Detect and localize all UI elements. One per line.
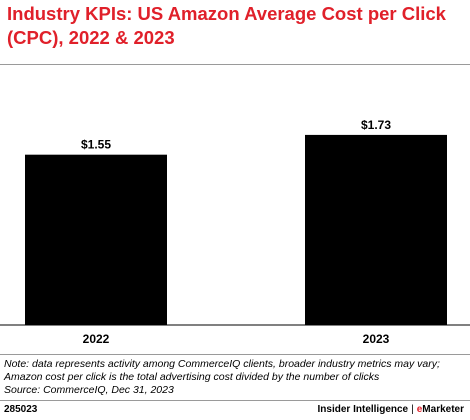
- brand-credit: Insider Intelligence | eMarketer: [318, 404, 464, 415]
- bar-2023: [305, 134, 447, 325]
- x-tick-label-2023: 2023: [363, 332, 390, 346]
- value-label-2023: $1.73: [361, 118, 391, 132]
- x-tick-label-2022: 2022: [83, 332, 110, 346]
- note-text: Note: data represents activity among Com…: [4, 358, 440, 383]
- title-divider: [0, 64, 470, 65]
- chart-notes: Note: data represents activity among Com…: [4, 358, 466, 397]
- footer-divider: [0, 400, 470, 401]
- bar-2022: [25, 154, 167, 325]
- brand-insider-intelligence: Insider Intelligence: [317, 404, 409, 415]
- chart-id: 285023: [4, 404, 38, 415]
- value-label-2022: $1.55: [81, 138, 111, 152]
- notes-divider: [0, 354, 470, 355]
- brand-marketer: Marketer: [422, 404, 464, 415]
- brand-separator: |: [411, 404, 414, 415]
- brand-e: e: [416, 404, 423, 415]
- source-text: Source: CommerceIQ, Dec 31, 2023: [4, 384, 174, 396]
- bar-chart: $1.55 2022 $1.73 2023: [0, 118, 470, 346]
- chart-title: Industry KPIs: US Amazon Average Cost pe…: [7, 3, 446, 48]
